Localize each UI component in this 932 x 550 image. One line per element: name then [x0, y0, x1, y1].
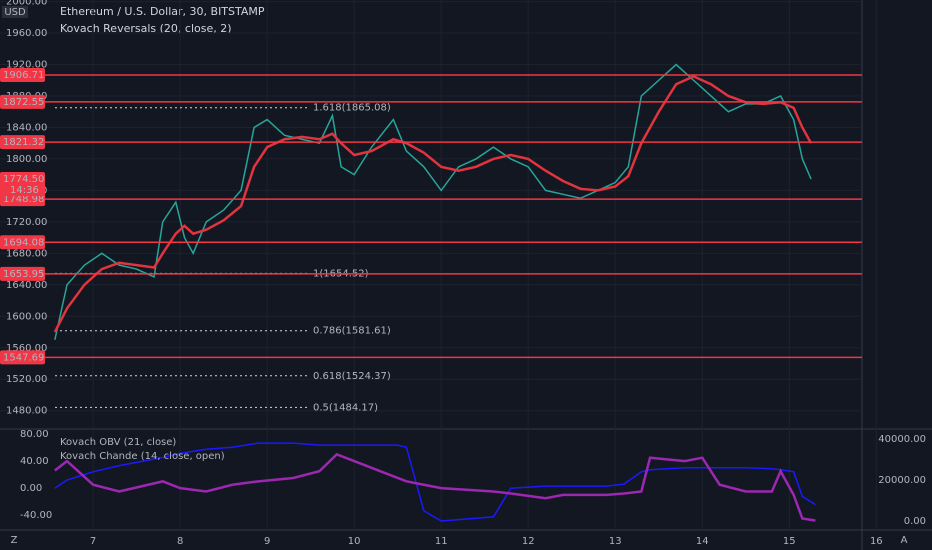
indicator-line	[54, 452, 816, 522]
x-tick-label: 10	[348, 536, 361, 547]
x-tick-label: 7	[90, 536, 96, 547]
y-tick-label: 1520.00	[6, 374, 47, 385]
y-tick-label: 1920.00	[6, 60, 47, 71]
fib-label: 0.5(1484.17)	[313, 402, 378, 413]
currency: USD	[4, 7, 26, 18]
y-tick-label: 1600.00	[6, 311, 47, 322]
x-tick-label: 9	[264, 536, 270, 547]
level-label: 1748.98	[3, 194, 44, 205]
y-tick-label: -40.00	[20, 510, 52, 521]
level-tag	[0, 235, 45, 250]
y-tick-label: 1640.00	[6, 280, 47, 291]
y-tick-label: 1480.00	[6, 406, 47, 417]
price-label: 1774.50	[3, 174, 44, 185]
y2-tick-label: 0.00	[904, 516, 926, 527]
level-tag	[0, 67, 45, 82]
y-tick-label: 1680.00	[6, 248, 47, 259]
fib-label: 1.618(1865.08)	[313, 103, 391, 114]
y-tick-label: 80.00	[20, 429, 49, 440]
y-tick-label: 0.00	[20, 483, 42, 494]
level-label: 1872.55	[3, 97, 44, 108]
y-tick-label: 2000.00	[6, 0, 47, 8]
x-tick-label: 14	[696, 536, 709, 547]
level-tag	[0, 94, 45, 109]
level-tag	[0, 135, 45, 150]
level-tag	[0, 350, 45, 365]
y-tick-label: 1840.00	[6, 122, 47, 133]
price-tag	[0, 171, 45, 196]
x-tick-label: 11	[435, 536, 448, 547]
fib-label: 0.786(1581.61)	[313, 326, 391, 337]
y-tick-label: 1560.00	[6, 343, 47, 354]
countdown: 14:36	[10, 185, 39, 196]
y-tick-label: 40.00	[20, 456, 49, 467]
x-tick-label: 13	[609, 536, 622, 547]
level-tag	[0, 266, 45, 281]
legend-entry: Kovach OBV (21, close)	[60, 437, 176, 448]
x-tick-label: 8	[177, 536, 183, 547]
legend-entry: Kovach Chande (14, close, open)	[60, 451, 225, 462]
zoom-icon[interactable]: Z	[11, 535, 18, 546]
x-tick-label: 15	[783, 536, 796, 547]
x-tick-label: 16	[870, 536, 883, 547]
y2-tick-label: 40000.00	[878, 434, 926, 445]
fib-label: 0.618(1524.37)	[313, 371, 391, 382]
y-tick-label: 1960.00	[6, 28, 47, 39]
level-label: 1547.69	[3, 352, 44, 363]
level-label: 1821.32	[3, 137, 44, 148]
indicator-line	[53, 74, 813, 333]
level-label: 1906.71	[3, 70, 44, 81]
y-tick-label: 1800.00	[6, 154, 47, 165]
price-line	[54, 442, 816, 522]
indicator-name: Kovach Reversals (20, close, 2)	[60, 22, 232, 35]
y-tick-label: 1720.00	[6, 217, 47, 228]
chart-title: Ethereum / U.S. Dollar, 30, BITSTAMP	[60, 5, 265, 18]
x-tick-label: 12	[522, 536, 535, 547]
auto-scale[interactable]: A	[901, 535, 908, 546]
currency-box	[2, 6, 28, 18]
y2-tick-label: 20000.00	[878, 475, 926, 486]
level-label: 1653.95	[3, 269, 44, 280]
level-label: 1694.08	[3, 237, 44, 248]
